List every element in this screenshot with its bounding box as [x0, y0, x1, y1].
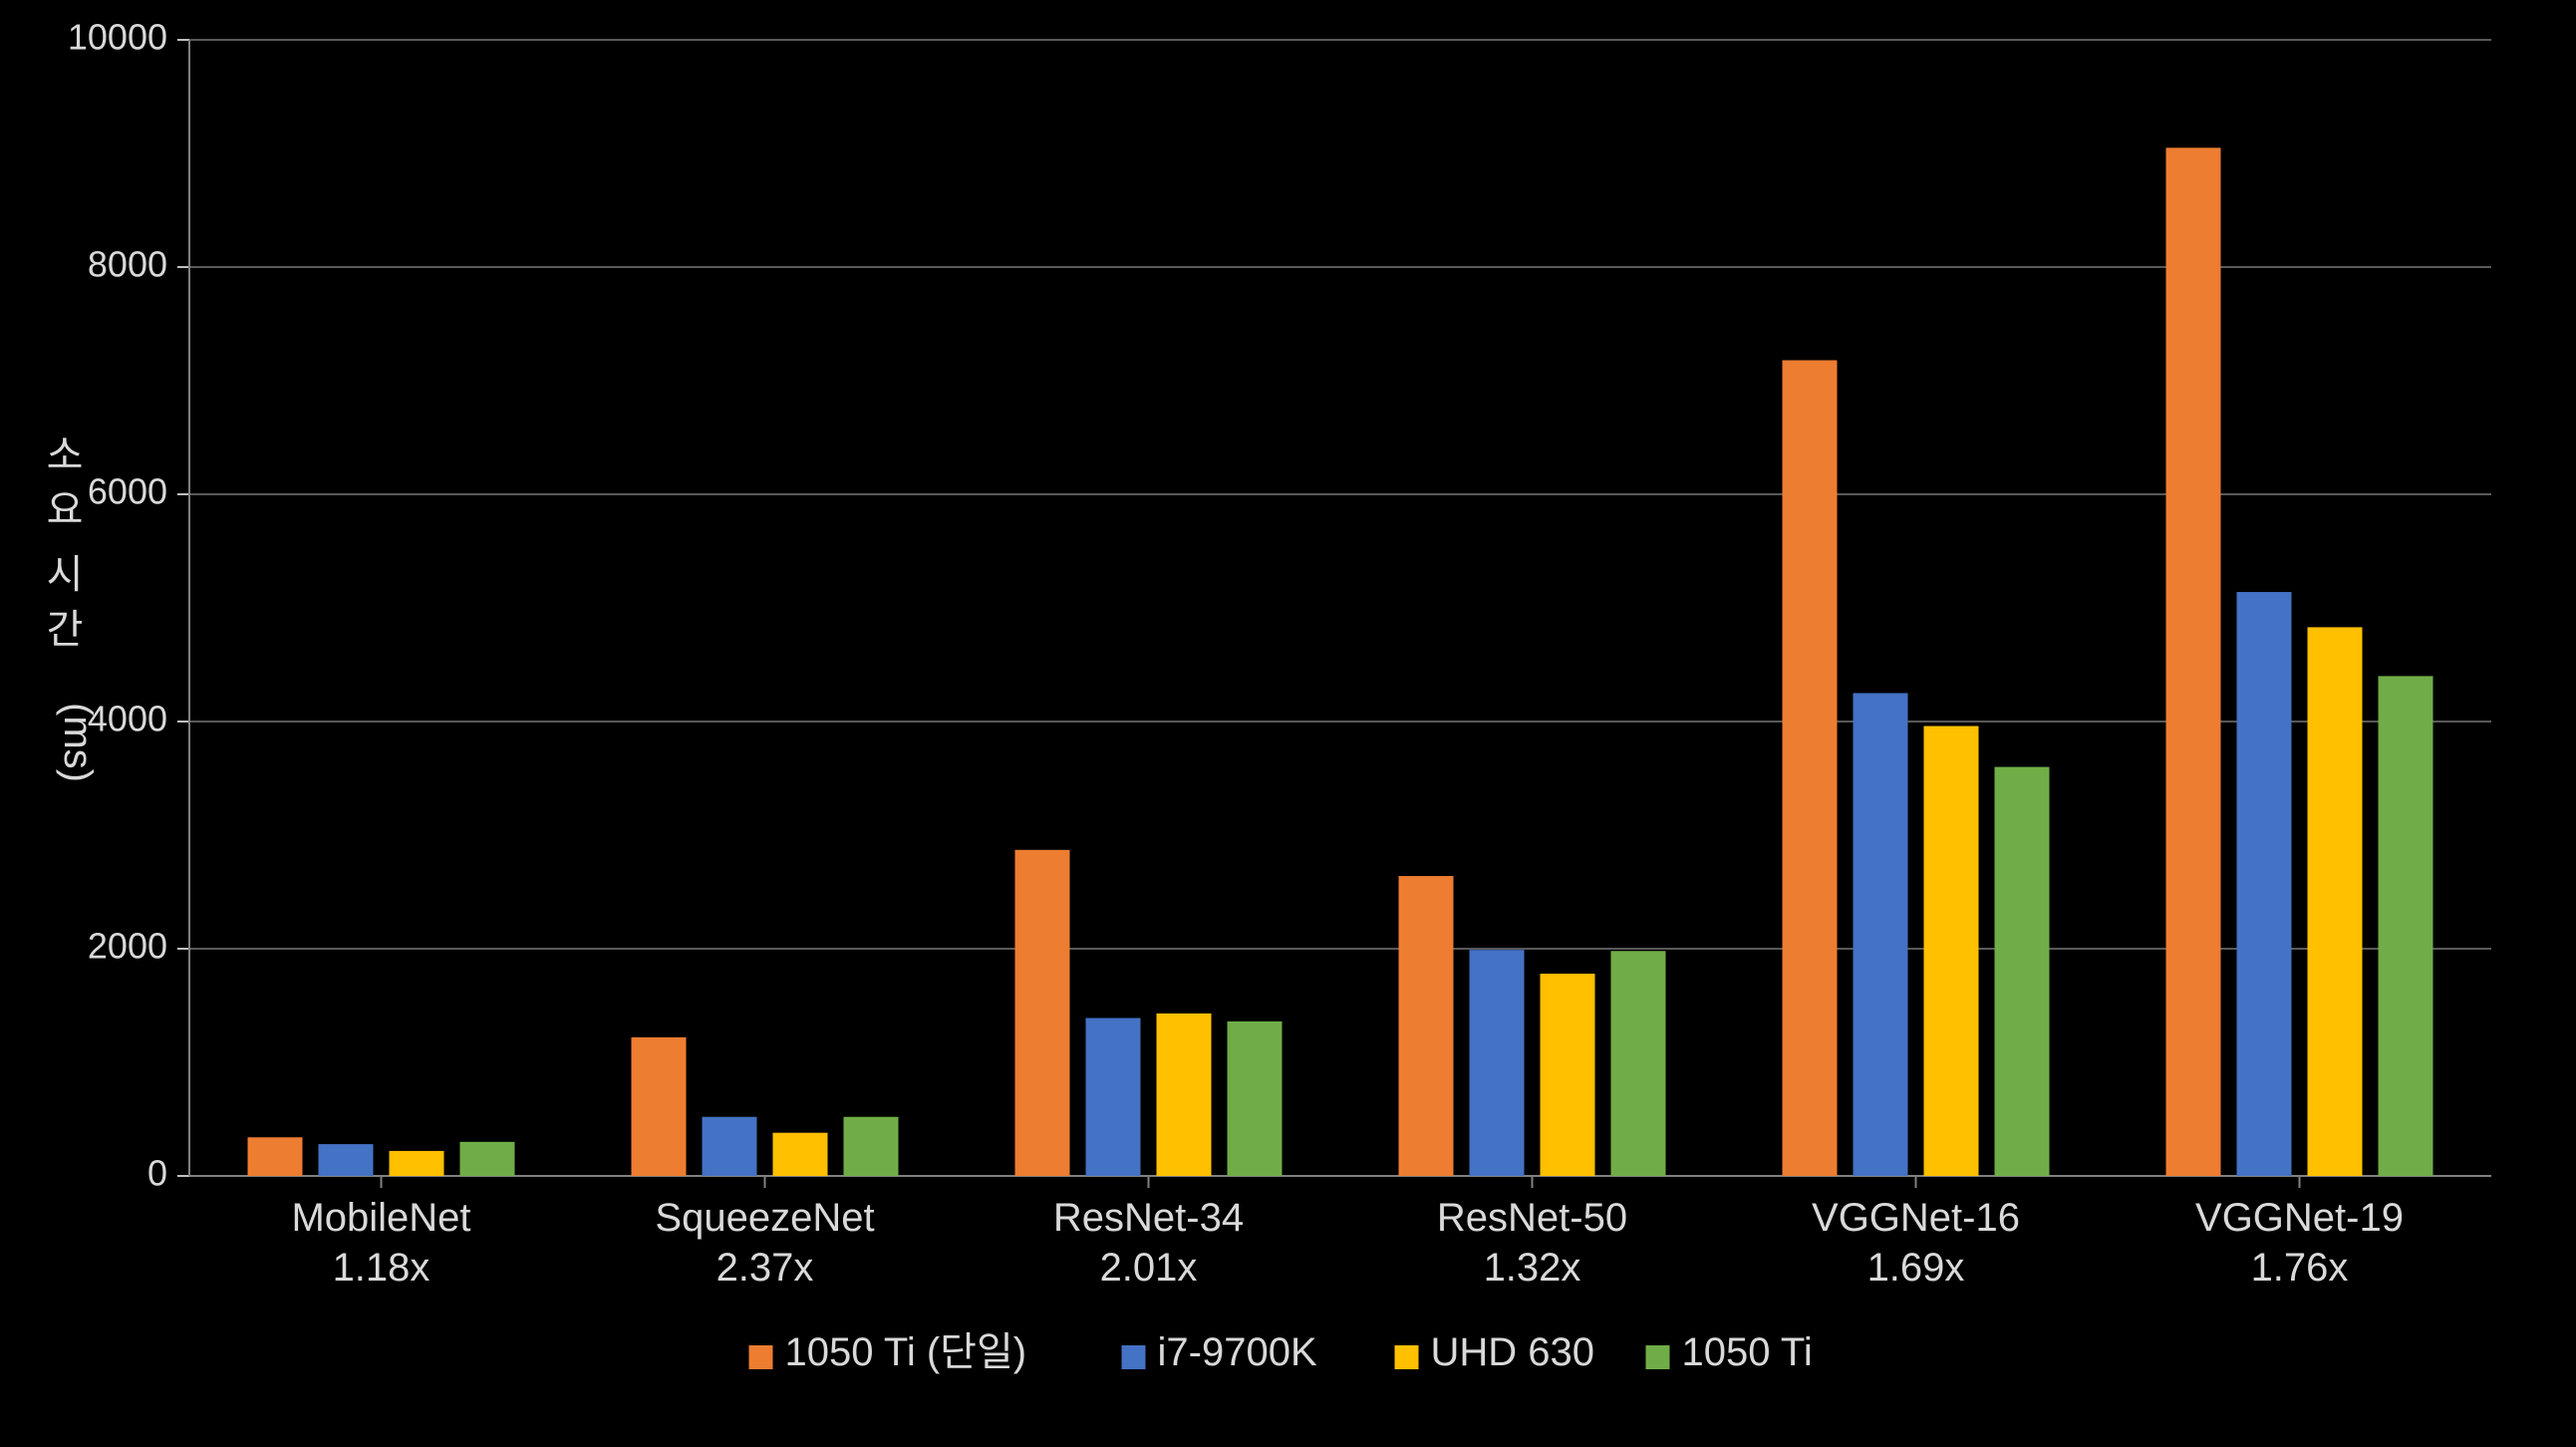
x-category-label: VGGNet-16	[1812, 1196, 2020, 1240]
chart-container: 0200040006000800010000MobileNet1.18xSque…	[0, 0, 2576, 1447]
x-category-label: VGGNet-19	[2195, 1196, 2404, 1240]
legend-swatch	[1122, 1345, 1146, 1369]
bar	[1924, 726, 1979, 1176]
x-category-sublabel: 2.01x	[1100, 1246, 1198, 1290]
legend-label: UHD 630	[1431, 1330, 1595, 1374]
x-category-sublabel: 2.37x	[716, 1246, 814, 1290]
svg-text:시: 시	[47, 553, 84, 597]
x-category-sublabel: 1.32x	[1484, 1246, 1581, 1290]
y-tick-label: 2000	[88, 926, 167, 967]
bar	[1854, 694, 1908, 1177]
bar	[390, 1151, 444, 1176]
x-category-label: ResNet-50	[1437, 1196, 1627, 1240]
legend-swatch	[1646, 1345, 1670, 1369]
x-category-label: ResNet-34	[1053, 1196, 1244, 1240]
legend-swatch	[749, 1345, 773, 1369]
bar	[1470, 950, 1525, 1176]
bar	[632, 1037, 687, 1176]
bar	[1783, 360, 1838, 1176]
bar	[773, 1133, 828, 1176]
svg-text:간: 간	[47, 608, 84, 652]
legend-label: 1050 Ti	[1682, 1330, 1813, 1374]
bar	[1086, 1018, 1141, 1176]
bar	[1541, 974, 1595, 1176]
bar	[2308, 627, 2363, 1176]
bar-chart: 0200040006000800010000MobileNet1.18xSque…	[0, 0, 2576, 1447]
x-category-label: SqueezeNet	[655, 1196, 874, 1240]
bar	[1015, 850, 1070, 1176]
bar	[1157, 1013, 1212, 1176]
x-category-sublabel: 1.18x	[333, 1246, 430, 1290]
y-tick-label: 6000	[88, 471, 167, 512]
bar	[844, 1117, 899, 1176]
bar	[2166, 147, 2221, 1176]
legend-label: 1050 Ti (단일)	[785, 1330, 1027, 1374]
x-category-label: MobileNet	[291, 1196, 470, 1240]
y-tick-label: 8000	[88, 244, 167, 285]
svg-text:(ms): (ms)	[56, 703, 100, 782]
svg-text:소: 소	[47, 434, 84, 477]
bar	[1995, 767, 2050, 1176]
bar	[248, 1137, 303, 1176]
legend-swatch	[1395, 1345, 1419, 1369]
legend-label: i7-9700K	[1158, 1330, 1317, 1374]
y-axis-group: 0200040006000800010000	[68, 17, 2491, 1194]
x-category-sublabel: 1.76x	[2251, 1246, 2349, 1290]
bar	[460, 1142, 515, 1176]
legend: 1050 Ti (단일) i7-9700K UHD 630 1050 Ti	[749, 1330, 1813, 1374]
svg-text:요: 요	[47, 488, 84, 532]
bar	[1228, 1021, 1283, 1176]
bar	[1399, 876, 1454, 1176]
x-category-sublabel: 1.69x	[1867, 1246, 1965, 1290]
y-tick-label: 10000	[68, 17, 167, 58]
bar	[2379, 676, 2433, 1176]
y-tick-label: 0	[147, 1153, 167, 1194]
bar	[1611, 951, 1666, 1176]
bar	[2237, 592, 2292, 1176]
bar	[703, 1117, 757, 1176]
bar	[319, 1144, 374, 1176]
bars-group	[248, 147, 2433, 1176]
